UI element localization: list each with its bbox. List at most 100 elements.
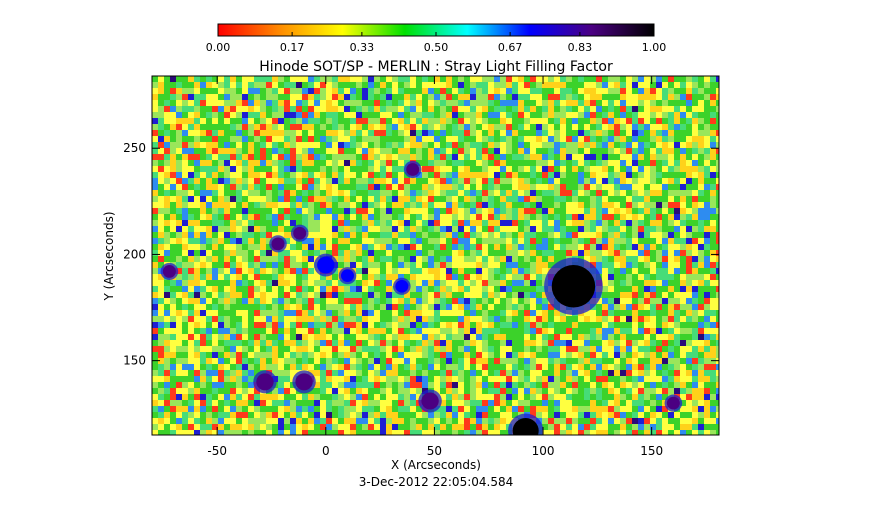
heatmap-cell — [320, 346, 326, 352]
heatmap-cell — [410, 232, 416, 238]
heatmap-cell — [224, 322, 230, 328]
heatmap-cell — [464, 142, 470, 148]
heatmap-cell — [692, 142, 698, 148]
heatmap-cell — [158, 124, 164, 130]
heatmap-cell — [386, 226, 392, 232]
heatmap-cell — [158, 364, 164, 370]
heatmap-cell — [452, 190, 458, 196]
heatmap-cell — [284, 88, 290, 94]
heatmap-cell — [338, 262, 344, 268]
heatmap-cell — [284, 238, 290, 244]
heatmap-cell — [692, 316, 698, 322]
heatmap-cell — [290, 142, 296, 148]
heatmap-cell — [494, 118, 500, 124]
heatmap-cell — [710, 136, 716, 142]
heatmap-cell — [278, 256, 284, 262]
heatmap-cell — [194, 220, 200, 226]
heatmap-cell — [590, 160, 596, 166]
heatmap-cell — [650, 274, 656, 280]
heatmap-cell — [176, 364, 182, 370]
heatmap-cell — [644, 370, 650, 376]
heatmap-cell — [434, 244, 440, 250]
heatmap-cell — [596, 196, 602, 202]
heatmap-cell — [194, 136, 200, 142]
heatmap-cell — [518, 238, 524, 244]
heatmap-cell — [704, 226, 710, 232]
heatmap-cell — [158, 118, 164, 124]
heatmap-cell — [182, 364, 188, 370]
heatmap-cell — [428, 238, 434, 244]
heatmap-cell — [284, 76, 290, 82]
heatmap-cell — [614, 100, 620, 106]
heatmap-cell — [176, 316, 182, 322]
heatmap-cell — [596, 178, 602, 184]
heatmap-cell — [338, 94, 344, 100]
heatmap-cell — [650, 340, 656, 346]
heatmap-cell — [272, 142, 278, 148]
heatmap-cell — [578, 340, 584, 346]
heatmap-cell — [236, 256, 242, 262]
heatmap-cell — [446, 250, 452, 256]
heatmap-cell — [506, 118, 512, 124]
heatmap-cell — [374, 100, 380, 106]
heatmap-cell — [158, 256, 164, 262]
heatmap-cell — [620, 106, 626, 112]
heatmap-cell — [668, 328, 674, 334]
heatmap-cell — [212, 382, 218, 388]
heatmap-cell — [524, 112, 530, 118]
heatmap-cell — [230, 274, 236, 280]
heatmap-cell — [224, 190, 230, 196]
heatmap-cell — [500, 358, 506, 364]
heatmap-cell — [302, 364, 308, 370]
heatmap-cell — [602, 352, 608, 358]
heatmap-cell — [218, 106, 224, 112]
heatmap-cell — [422, 76, 428, 82]
heatmap-cell — [620, 226, 626, 232]
heatmap-cell — [632, 352, 638, 358]
heatmap-cell — [284, 208, 290, 214]
heatmap-cell — [686, 196, 692, 202]
heatmap-cell — [236, 94, 242, 100]
heatmap-cell — [584, 148, 590, 154]
heatmap-cell — [512, 250, 518, 256]
heatmap-cell — [332, 190, 338, 196]
heatmap-cell — [566, 112, 572, 118]
heatmap-cell — [212, 172, 218, 178]
heatmap-cell — [650, 334, 656, 340]
heatmap-cell — [602, 124, 608, 130]
heatmap-cell — [386, 358, 392, 364]
heatmap-cell — [692, 202, 698, 208]
heatmap-cell — [278, 232, 284, 238]
heatmap-cell — [182, 124, 188, 130]
heatmap-cell — [320, 196, 326, 202]
heatmap-cell — [458, 310, 464, 316]
heatmap-cell — [542, 232, 548, 238]
heatmap-cell — [176, 178, 182, 184]
heatmap-cell — [152, 196, 158, 202]
heatmap-cell — [656, 226, 662, 232]
heatmap-cell — [584, 130, 590, 136]
heatmap-cell — [428, 382, 434, 388]
heatmap-cell — [674, 202, 680, 208]
heatmap-cell — [416, 382, 422, 388]
heatmap-cell — [554, 202, 560, 208]
heatmap-cell — [422, 130, 428, 136]
heatmap-cell — [440, 178, 446, 184]
heatmap-cell — [242, 82, 248, 88]
heatmap-cell — [296, 274, 302, 280]
heatmap-cell — [410, 106, 416, 112]
heatmap-cell — [368, 358, 374, 364]
heatmap-cell — [476, 286, 482, 292]
heatmap-cell — [212, 148, 218, 154]
heatmap-cell — [434, 220, 440, 226]
heatmap-cell — [254, 178, 260, 184]
heatmap-cell — [428, 268, 434, 274]
heatmap-cell — [176, 274, 182, 280]
heatmap-cell — [614, 94, 620, 100]
heatmap-cell — [500, 316, 506, 322]
heatmap-cell — [230, 262, 236, 268]
heatmap-cell — [476, 280, 482, 286]
heatmap-cell — [452, 364, 458, 370]
heatmap-cell — [212, 112, 218, 118]
heatmap-cell — [410, 364, 416, 370]
